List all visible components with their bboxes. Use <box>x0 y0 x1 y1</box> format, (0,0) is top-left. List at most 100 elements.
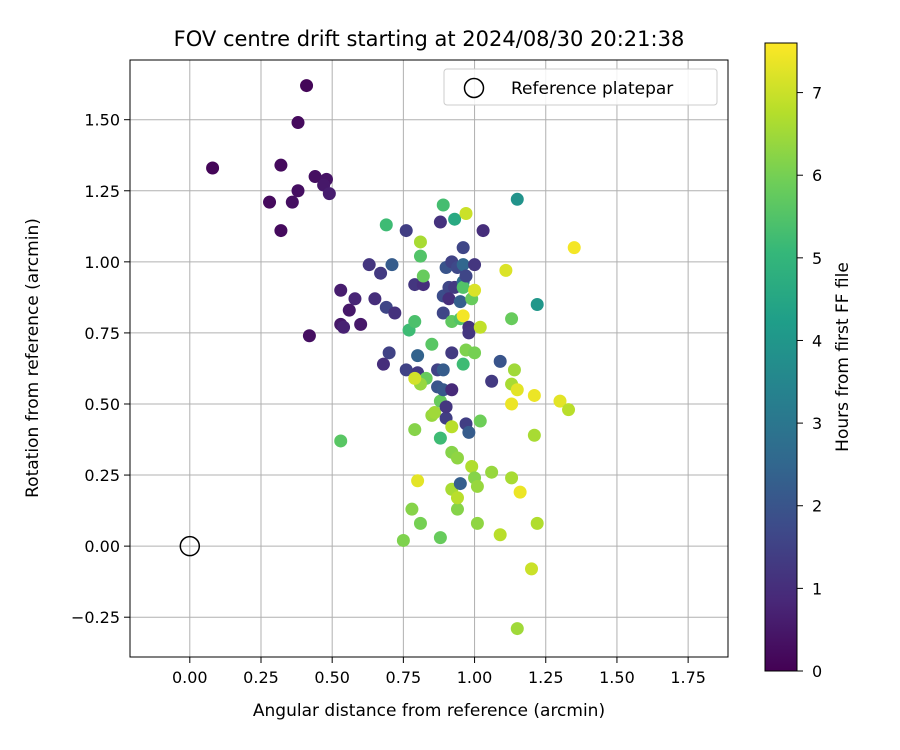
data-point <box>562 403 576 417</box>
data-point <box>445 346 459 360</box>
data-point <box>459 269 473 283</box>
data-point <box>493 528 507 542</box>
data-point <box>527 388 541 402</box>
data-point <box>388 306 402 320</box>
data-points <box>206 79 581 636</box>
legend: Reference platepar <box>443 68 718 106</box>
reference-platepar-marker <box>179 535 201 557</box>
data-point <box>302 329 316 343</box>
data-point <box>433 215 447 229</box>
data-point <box>465 460 479 474</box>
y-axis-label: Rotation from reference (arcmin) <box>23 218 43 498</box>
x-tick-label: 0.00 <box>172 668 208 687</box>
data-point <box>348 292 362 306</box>
data-point <box>505 471 519 485</box>
colorbar-tick-label: 1 <box>812 579 822 598</box>
x-tick-label: 0.25 <box>243 668 279 687</box>
x-tick-label: 1.50 <box>599 668 635 687</box>
y-tick-label: 0.25 <box>84 466 120 485</box>
data-point <box>499 263 513 277</box>
data-point <box>376 357 390 371</box>
colorbar-tick-label: 7 <box>812 84 822 103</box>
data-point <box>468 283 482 297</box>
data-point <box>456 309 470 323</box>
y-axis-ticks: −0.25 0.00 0.25 0.50 0.75 1.00 1.25 1.50 <box>71 111 130 627</box>
data-point <box>274 224 288 238</box>
y-tick-label: 1.50 <box>84 111 120 130</box>
data-point <box>510 192 524 206</box>
data-point <box>513 485 527 499</box>
data-point <box>433 431 447 445</box>
colorbar-tick-label: 3 <box>812 414 822 433</box>
data-point <box>450 502 464 516</box>
data-point <box>405 502 419 516</box>
x-tick-label: 0.75 <box>386 668 422 687</box>
data-point <box>473 320 487 334</box>
data-point <box>462 326 476 340</box>
data-point <box>470 516 484 530</box>
data-point <box>456 241 470 255</box>
data-point <box>408 371 422 385</box>
data-point <box>456 280 470 294</box>
data-point <box>362 258 376 272</box>
data-point <box>413 235 427 249</box>
data-point <box>450 491 464 505</box>
data-point <box>530 297 544 311</box>
y-tick-label: 0.75 <box>84 324 120 343</box>
data-point <box>396 533 410 547</box>
grid-lines <box>130 60 728 657</box>
data-point <box>448 212 462 226</box>
data-point <box>411 474 425 488</box>
colorbar: 0 1 2 3 4 5 6 7 Hours from first FF file <box>764 42 853 681</box>
data-point <box>525 562 539 576</box>
data-point <box>285 195 299 209</box>
data-point <box>507 363 521 377</box>
legend-entry-reference: Reference platepar <box>511 79 673 99</box>
y-tick-label: 1.25 <box>84 182 120 201</box>
data-point <box>453 477 467 491</box>
data-point <box>354 317 368 331</box>
data-point <box>368 292 382 306</box>
colorbar-tick-label: 4 <box>812 331 822 350</box>
data-point <box>439 400 453 414</box>
data-point <box>322 187 336 201</box>
data-point <box>459 207 473 221</box>
data-point <box>411 349 425 363</box>
x-axis-ticks: 0.00 0.25 0.50 0.75 1.00 1.25 1.50 1.75 <box>172 657 706 687</box>
colorbar-tick-label: 6 <box>812 166 822 185</box>
data-point <box>473 414 487 428</box>
data-point <box>505 397 519 411</box>
data-point <box>408 315 422 329</box>
data-point <box>399 363 413 377</box>
y-tick-label: 1.00 <box>84 253 120 272</box>
data-point <box>462 425 476 439</box>
data-point <box>337 320 351 334</box>
data-point <box>527 428 541 442</box>
data-point <box>553 394 567 408</box>
y-tick-label: 0.50 <box>84 395 120 414</box>
data-point <box>291 184 305 198</box>
data-point <box>456 357 470 371</box>
data-point <box>379 218 393 232</box>
data-point <box>505 312 519 326</box>
colorbar-tick-label: 0 <box>812 662 822 681</box>
data-point <box>445 383 459 397</box>
data-point <box>342 303 356 317</box>
x-tick-label: 1.00 <box>457 668 493 687</box>
data-point <box>476 224 490 238</box>
data-point <box>510 622 524 636</box>
data-point <box>470 479 484 493</box>
legend-marker-icon <box>463 77 485 99</box>
data-point <box>510 383 524 397</box>
plot-frame <box>129 59 729 658</box>
data-point <box>450 451 464 465</box>
data-point <box>436 363 450 377</box>
data-point <box>425 337 439 351</box>
colorbar-tick-label: 2 <box>812 497 822 516</box>
x-axis-label: Angular distance from reference (arcmin) <box>253 701 605 721</box>
data-point <box>413 516 427 530</box>
data-point <box>445 420 459 434</box>
data-point <box>428 406 442 420</box>
data-point <box>206 161 220 175</box>
